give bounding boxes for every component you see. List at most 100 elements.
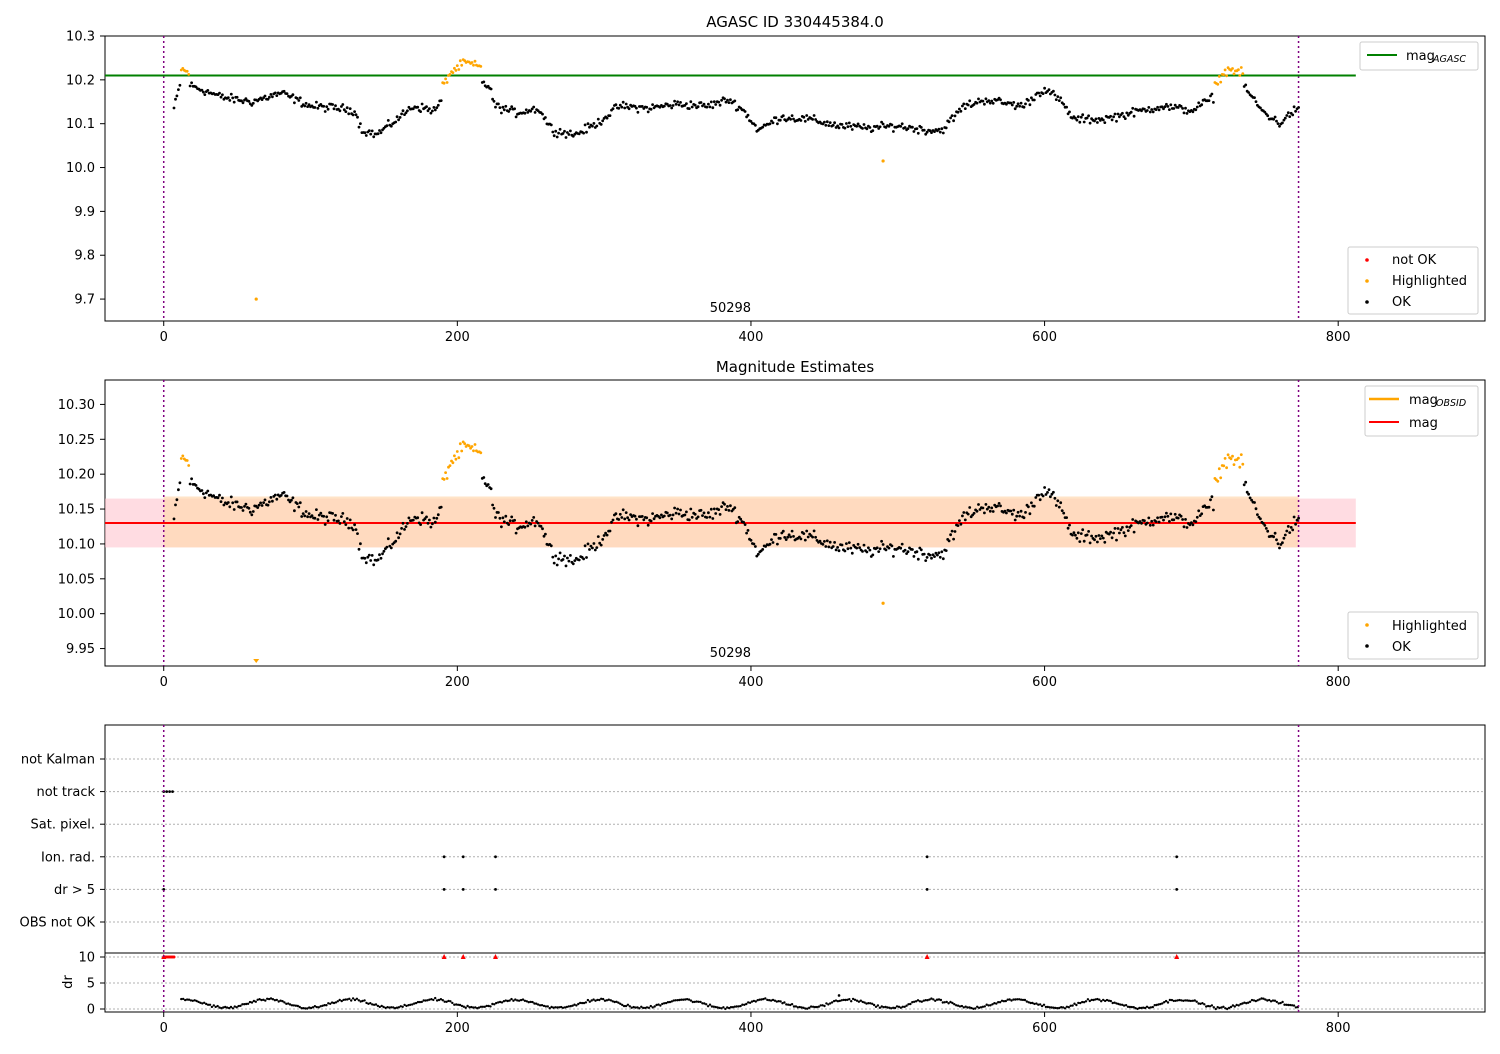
dr-point xyxy=(273,999,277,1002)
dr-point xyxy=(1145,1005,1149,1008)
dr-point xyxy=(189,999,193,1002)
data-point-ok xyxy=(1291,113,1295,117)
dr-point xyxy=(1037,1003,1040,1006)
data-point-ok xyxy=(880,539,883,543)
dr-point xyxy=(388,1006,391,1009)
data-point-ok xyxy=(1038,94,1042,98)
dr-point xyxy=(718,1006,721,1010)
data-point-ok xyxy=(1253,501,1256,504)
data-point-ok xyxy=(1197,509,1201,513)
data-point-ok xyxy=(799,537,803,541)
dr-point xyxy=(832,999,836,1003)
data-point-ok xyxy=(649,519,653,523)
dr-point xyxy=(418,1000,422,1004)
data-point-ok xyxy=(620,516,624,519)
dr-spike-marker xyxy=(493,954,499,959)
data-point-highlighted xyxy=(1231,454,1234,458)
dr-point xyxy=(411,1003,414,1006)
data-point-ok xyxy=(991,510,995,513)
dr-point xyxy=(855,999,859,1002)
data-point-ok xyxy=(293,101,296,105)
data-point-ok xyxy=(331,103,334,106)
data-point-ok xyxy=(711,517,715,520)
data-point-ok xyxy=(1172,518,1176,522)
data-point-ok xyxy=(836,124,839,128)
data-point-ok xyxy=(958,107,961,111)
data-point-ok xyxy=(702,102,706,106)
legend-mag-agasc-label: mag xyxy=(1406,49,1435,64)
data-point-ok xyxy=(856,122,860,126)
panel-magnitude-estimates-y-tick-label: 10.30 xyxy=(58,398,95,413)
legend-mag-obsid-subscript: OBSID xyxy=(1436,398,1466,409)
dr-point xyxy=(315,1005,318,1009)
data-point-ok xyxy=(304,101,308,105)
data-point-ok xyxy=(235,500,239,504)
dr-y-tick-label: 5 xyxy=(87,977,95,992)
data-point-ok xyxy=(636,524,640,528)
data-point-ok xyxy=(1212,101,1215,104)
data-point-ok xyxy=(1074,116,1077,120)
data-point-ok xyxy=(340,515,343,518)
dr-point xyxy=(266,997,269,1000)
data-point-ok xyxy=(510,515,514,519)
dr-point xyxy=(804,1007,807,1010)
data-point-ok xyxy=(1263,110,1267,114)
data-point-ok xyxy=(599,543,603,547)
dr-point xyxy=(1134,1007,1137,1010)
dr-point xyxy=(882,1006,885,1009)
data-point-ok xyxy=(1281,121,1284,125)
dr-point xyxy=(246,1002,250,1005)
data-point-ok xyxy=(583,544,587,548)
dr-point xyxy=(619,1002,622,1005)
data-point-ok xyxy=(203,496,207,499)
dr-point xyxy=(760,998,763,1001)
data-point-ok xyxy=(428,107,431,110)
data-point-ok xyxy=(985,507,989,511)
data-point-ok xyxy=(1282,536,1286,540)
data-point-ok xyxy=(1242,483,1246,487)
data-point-ok xyxy=(218,91,221,95)
legend-highlighted-marker xyxy=(1365,279,1369,283)
data-point-ok xyxy=(1074,533,1077,537)
data-point-ok xyxy=(250,513,254,517)
data-point-ok xyxy=(577,558,581,562)
dr-point xyxy=(684,998,687,1001)
dr-point xyxy=(781,1002,784,1005)
data-point-ok xyxy=(1254,100,1258,103)
dr-point xyxy=(613,1000,616,1004)
dr-point xyxy=(878,1006,882,1009)
flag-marker xyxy=(461,855,465,859)
dr-point xyxy=(657,1003,660,1006)
data-point-ok xyxy=(605,533,609,537)
dr-point xyxy=(722,1006,725,1009)
dr-point xyxy=(1029,1001,1032,1005)
data-point-ok xyxy=(1151,523,1155,527)
dr-point xyxy=(344,998,347,1001)
data-point-ok xyxy=(1043,486,1046,489)
data-point-ok xyxy=(425,105,428,109)
data-point-ok xyxy=(1075,118,1079,122)
data-point-ok xyxy=(1099,537,1102,540)
dr-point xyxy=(428,998,431,1001)
data-point-ok xyxy=(1115,119,1118,123)
data-point-ok xyxy=(1056,499,1060,503)
data-point-ok xyxy=(514,531,518,535)
dr-point xyxy=(983,1005,986,1008)
dr-point xyxy=(1205,1005,1208,1008)
data-point-ok xyxy=(1140,521,1143,525)
data-point-ok xyxy=(1129,110,1133,114)
data-point-ok xyxy=(1179,514,1183,518)
dr-point xyxy=(678,998,681,1002)
data-point-ok xyxy=(332,107,336,111)
dr-point xyxy=(1088,999,1092,1003)
dr-point xyxy=(726,1006,729,1009)
dr-point xyxy=(517,999,521,1002)
data-point-ok xyxy=(1244,480,1248,484)
data-point-ok xyxy=(1188,523,1192,527)
dr-point xyxy=(351,997,355,1000)
data-point-ok xyxy=(363,131,367,135)
dr-point xyxy=(201,1002,204,1005)
data-point-ok xyxy=(614,103,618,107)
data-point-ok xyxy=(1049,495,1052,499)
dr-point xyxy=(893,1006,897,1010)
